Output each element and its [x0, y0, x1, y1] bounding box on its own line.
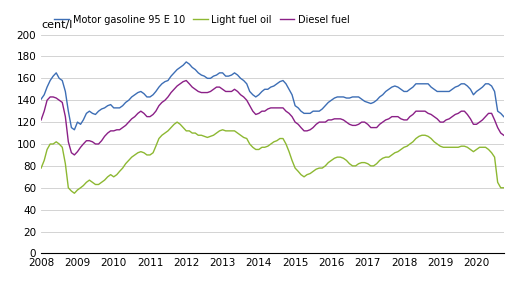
Text: cent/l: cent/l [41, 20, 72, 30]
Line: Diesel fuel: Diesel fuel [41, 81, 504, 155]
Legend: Motor gasoline 95 E 10, Light fuel oil, Diesel fuel: Motor gasoline 95 E 10, Light fuel oil, … [50, 11, 354, 29]
Line: Light fuel oil: Light fuel oil [41, 122, 504, 193]
Line: Motor gasoline 95 E 10: Motor gasoline 95 E 10 [41, 62, 504, 130]
